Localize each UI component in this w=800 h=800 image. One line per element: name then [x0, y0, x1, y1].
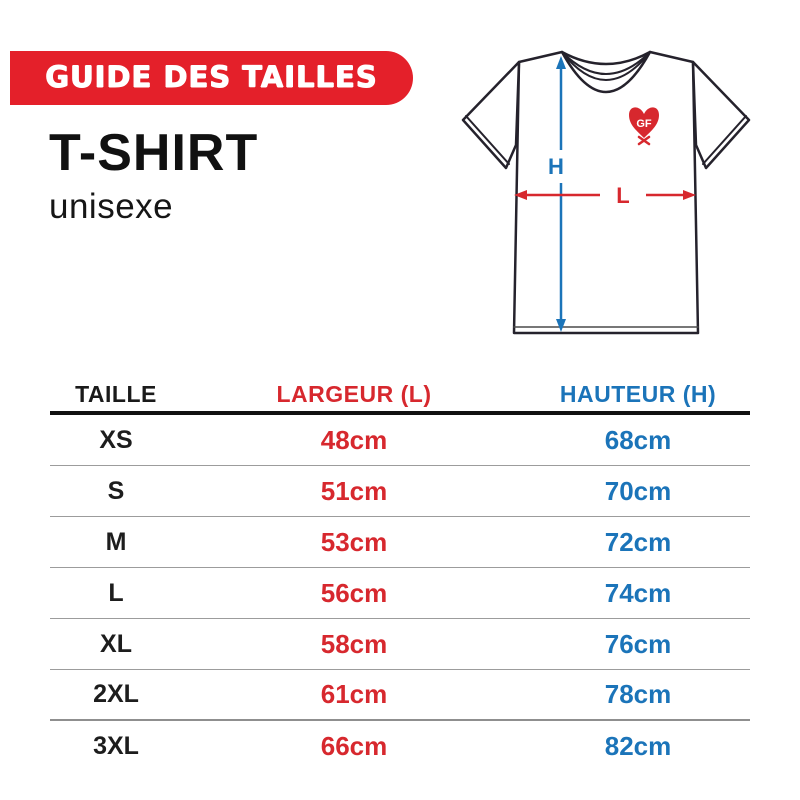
- product-title: T-SHIRT: [49, 124, 259, 182]
- size-label: L: [108, 578, 124, 607]
- table-row: XL 58cm 76cm: [50, 619, 750, 670]
- height-value: 68cm: [604, 424, 672, 455]
- height-arrow-label: H: [548, 154, 564, 179]
- height-value: 74cm: [604, 577, 672, 608]
- heart-logo-text: GF: [636, 118, 652, 130]
- size-label: S: [107, 476, 125, 505]
- heart-logo-icon: GF: [629, 107, 659, 146]
- width-arrow-label: L: [616, 183, 629, 208]
- guide-badge-label: GUIDE DES TAILLES: [45, 60, 378, 94]
- height-value: 78cm: [604, 679, 672, 709]
- size-table: TAILLE LARGEUR (L) HAUTEUR (H) XS 48cm 6…: [50, 378, 750, 772]
- size-label: M: [105, 527, 127, 556]
- width-value: 51cm: [320, 475, 388, 506]
- guide-badge: GUIDE DES TAILLES: [10, 51, 413, 105]
- size-table-header: TAILLE LARGEUR (L) HAUTEUR (H): [50, 378, 750, 415]
- height-value: 72cm: [604, 526, 672, 557]
- table-row: L 56cm 74cm: [50, 568, 750, 619]
- height-value: 70cm: [604, 475, 672, 506]
- tshirt-measurement-diagram: GF H L: [461, 50, 751, 335]
- table-row: 2XL 61cm 78cm: [50, 670, 750, 721]
- width-value: 66cm: [320, 731, 388, 761]
- table-row: S 51cm 70cm: [50, 466, 750, 517]
- width-value: 53cm: [320, 526, 388, 557]
- header-height: HAUTEUR (H): [559, 381, 717, 407]
- header-size: TAILLE: [75, 381, 157, 407]
- size-label: 2XL: [93, 680, 139, 708]
- product-subtitle: unisexe: [49, 187, 174, 226]
- width-value: 48cm: [320, 424, 388, 455]
- height-arrow: [556, 56, 566, 332]
- size-label: 3XL: [93, 732, 139, 760]
- table-row: XS 48cm 68cm: [50, 415, 750, 466]
- size-label: XS: [99, 425, 133, 454]
- height-value: 76cm: [604, 628, 672, 659]
- tshirt-outline-icon: [461, 50, 751, 335]
- header-width: LARGEUR (L): [276, 381, 432, 407]
- height-value: 82cm: [604, 731, 672, 761]
- table-row: M 53cm 72cm: [50, 517, 750, 568]
- table-row: 3XL 66cm 82cm: [50, 721, 750, 772]
- size-label: XL: [100, 629, 132, 658]
- width-arrow: [514, 190, 696, 200]
- width-value: 58cm: [320, 628, 388, 659]
- width-value: 56cm: [320, 577, 388, 608]
- width-value: 61cm: [320, 679, 388, 709]
